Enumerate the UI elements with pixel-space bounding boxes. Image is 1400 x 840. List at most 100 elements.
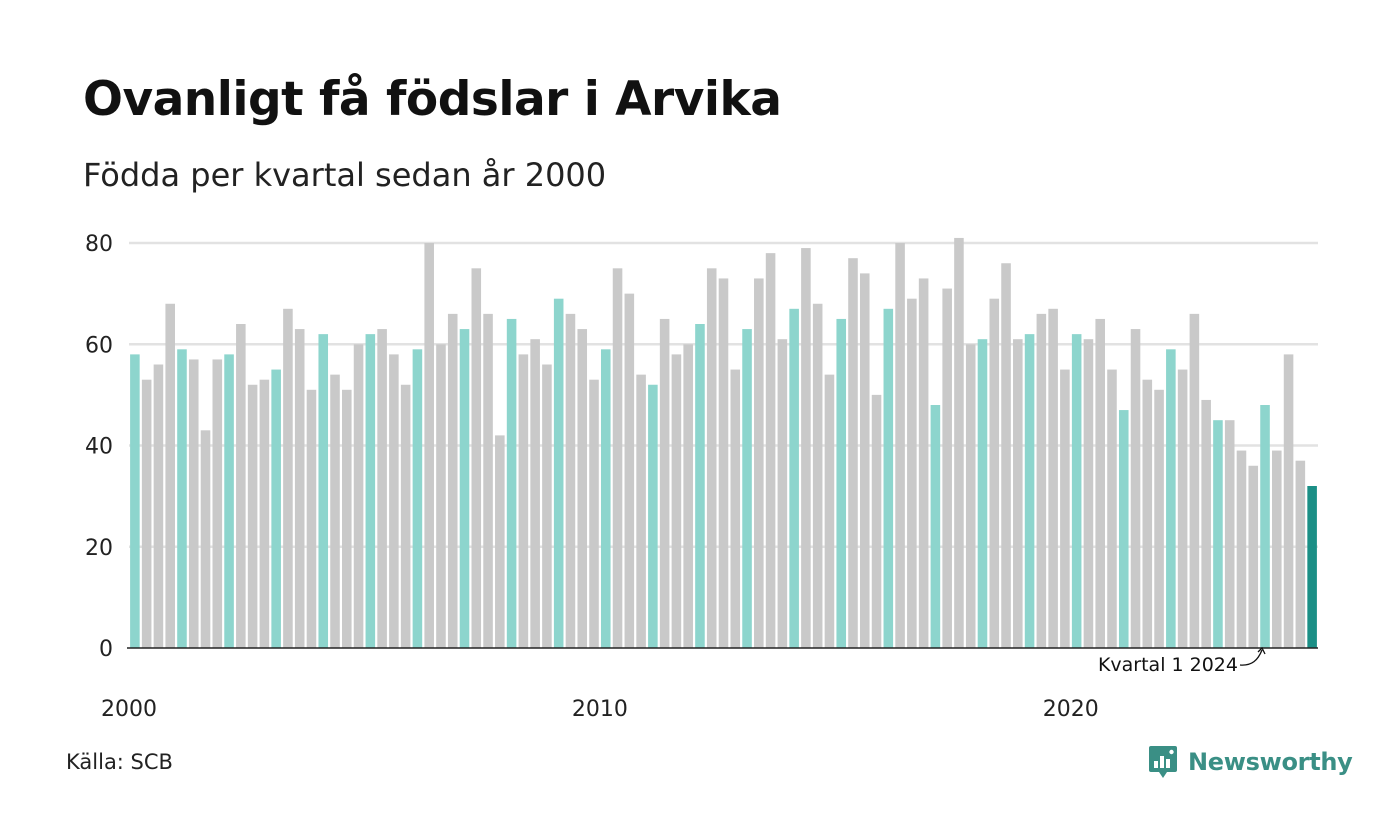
bar: [353, 344, 364, 648]
bar: [848, 258, 858, 648]
bar: [1283, 354, 1294, 649]
bar: [730, 369, 741, 648]
bar: [777, 339, 788, 648]
bar: [247, 384, 258, 648]
bar: [1248, 465, 1259, 648]
bar: [1307, 486, 1317, 648]
bar: [883, 308, 894, 648]
bar: [1036, 313, 1047, 649]
bar: [1295, 460, 1306, 648]
bar: [977, 339, 988, 648]
bar: [612, 268, 623, 648]
bar: [789, 308, 799, 648]
annotation-arrow: [1239, 649, 1263, 666]
bar: [177, 349, 187, 648]
y-tick-label: 20: [85, 536, 113, 561]
bar: [530, 339, 540, 648]
bar: [342, 389, 352, 648]
bar: [259, 379, 270, 648]
bar: [1071, 334, 1082, 649]
x-tick-label: 2010: [572, 697, 628, 722]
bar: [895, 243, 905, 648]
bar: [424, 243, 434, 648]
bar: [907, 298, 917, 648]
bar: [1060, 369, 1070, 648]
bar: [918, 278, 929, 648]
y-tick-label: 40: [85, 435, 113, 460]
bar: [471, 268, 482, 648]
chart-subtitle: Födda per kvartal sedan år 2000: [83, 156, 607, 194]
bar: [141, 379, 152, 648]
bar: [188, 359, 199, 648]
bar: [553, 298, 564, 648]
bar: [1013, 339, 1023, 648]
source-note: Källa: SCB: [66, 750, 173, 774]
x-tick-label: 2000: [101, 697, 157, 722]
bar: [1130, 329, 1141, 648]
bar: [589, 379, 599, 648]
latest-annotation: Kvartal 1 2024: [1098, 646, 1266, 676]
bar: [1095, 318, 1105, 648]
bar: [836, 318, 847, 648]
newsworthy-logo: Newsworthy: [1148, 744, 1353, 780]
bar: [683, 344, 693, 648]
bar: [565, 313, 576, 649]
bar: [1272, 450, 1282, 648]
bar: [365, 334, 376, 649]
bar: [318, 334, 329, 649]
bar: [859, 273, 870, 649]
bar: [1166, 349, 1176, 648]
bar: [1201, 399, 1211, 648]
bar: [224, 354, 234, 649]
bar: [930, 405, 941, 648]
bar: [236, 324, 246, 648]
bar: [1236, 450, 1247, 648]
bar: [306, 389, 317, 648]
bar: [695, 324, 705, 648]
bar: [389, 354, 399, 649]
bar: [965, 344, 976, 648]
bar: [1224, 420, 1235, 648]
bar: [706, 268, 717, 648]
bar: [1083, 339, 1094, 648]
bar: [447, 313, 458, 649]
bar: [1107, 369, 1117, 648]
bar: [436, 344, 446, 648]
bar: [283, 308, 293, 648]
bar: [812, 303, 823, 648]
bar: [824, 374, 835, 649]
bar: [742, 329, 752, 648]
newsworthy-logo-icon: [1149, 746, 1177, 778]
bar: [942, 288, 952, 648]
bar: [153, 364, 164, 648]
bar: [954, 237, 964, 648]
bar: [212, 359, 223, 648]
bar: [600, 349, 611, 648]
bar: [1048, 308, 1058, 648]
annotation-label: Kvartal 1 2024: [1098, 654, 1238, 676]
bar: [671, 354, 682, 649]
bar: [636, 374, 646, 649]
bar: [495, 435, 505, 649]
bar: [1142, 379, 1153, 648]
bar: [1154, 389, 1164, 648]
bar: [459, 329, 470, 648]
bar: [518, 354, 529, 649]
bar: [1260, 405, 1270, 648]
bar: [412, 349, 423, 648]
bar: [1001, 263, 1011, 648]
bar: [624, 293, 635, 649]
bar: [989, 298, 1000, 648]
bar: [200, 430, 211, 648]
bar: [483, 313, 493, 649]
bar: [871, 394, 882, 649]
bars: [130, 237, 1317, 649]
bar: [130, 354, 140, 649]
brand-name: Newsworthy: [1188, 748, 1353, 776]
bar: [659, 318, 670, 648]
bar: [330, 374, 340, 649]
y-tick-label: 80: [85, 232, 113, 257]
y-tick-label: 60: [85, 333, 113, 358]
annotation-arrowhead: [1257, 646, 1266, 655]
bar: [1118, 410, 1129, 648]
